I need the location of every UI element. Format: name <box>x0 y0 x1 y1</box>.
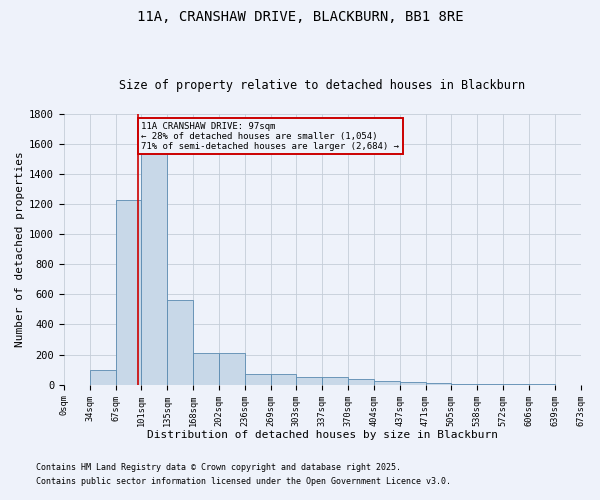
Title: Size of property relative to detached houses in Blackburn: Size of property relative to detached ho… <box>119 79 525 92</box>
Text: Contains HM Land Registry data © Crown copyright and database right 2025.: Contains HM Land Registry data © Crown c… <box>36 464 401 472</box>
Bar <box>142 153 167 384</box>
Bar <box>219 353 245 384</box>
Bar <box>296 377 322 384</box>
Bar <box>374 381 400 384</box>
Bar <box>400 382 425 384</box>
Text: 11A CRANSHAW DRIVE: 97sqm
← 28% of detached houses are smaller (1,054)
71% of se: 11A CRANSHAW DRIVE: 97sqm ← 28% of detac… <box>142 122 400 152</box>
Y-axis label: Number of detached properties: Number of detached properties <box>15 152 25 347</box>
Bar <box>167 300 193 384</box>
Bar <box>271 374 296 384</box>
Bar <box>245 374 271 384</box>
Bar <box>425 383 451 384</box>
Text: 11A, CRANSHAW DRIVE, BLACKBURN, BB1 8RE: 11A, CRANSHAW DRIVE, BLACKBURN, BB1 8RE <box>137 10 463 24</box>
X-axis label: Distribution of detached houses by size in Blackburn: Distribution of detached houses by size … <box>146 430 497 440</box>
Bar <box>193 353 219 384</box>
Bar <box>90 370 116 384</box>
Bar <box>322 377 348 384</box>
Bar <box>116 200 142 384</box>
Bar <box>348 380 374 384</box>
Text: Contains public sector information licensed under the Open Government Licence v3: Contains public sector information licen… <box>36 477 451 486</box>
